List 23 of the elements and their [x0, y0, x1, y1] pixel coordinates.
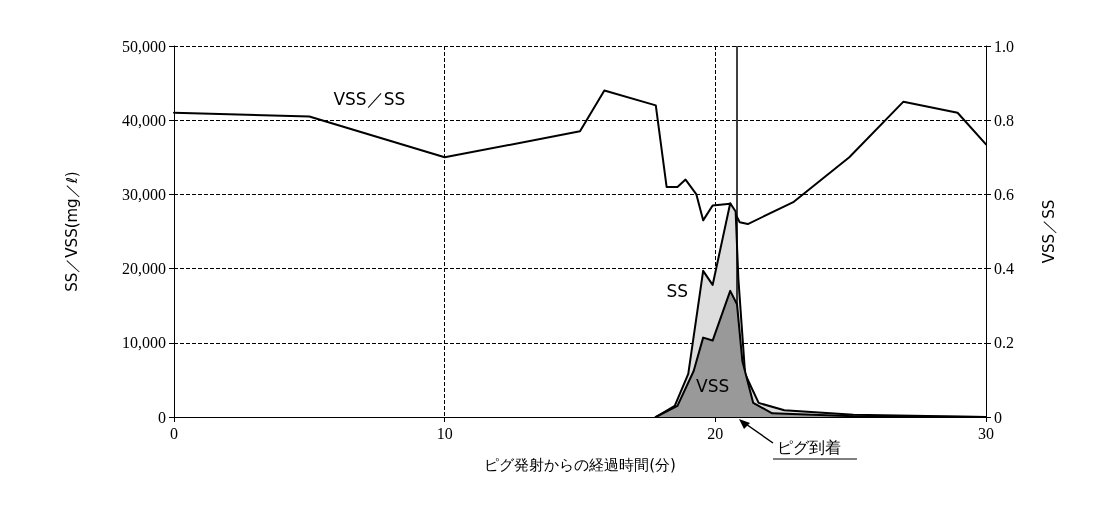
y-tick-label: 10,000	[122, 334, 166, 352]
y2-tick-label: 1.0	[994, 37, 1014, 55]
series-label: VSS／SS	[333, 88, 406, 109]
x-axis-title: ピグ発射からの経過時間(分)	[484, 455, 676, 474]
series-label: VSS	[696, 376, 730, 397]
x-tick-label: 20	[707, 424, 724, 442]
x-tick-label: 30	[978, 424, 994, 442]
y2-tick-label: 0.2	[994, 334, 1014, 352]
y2-tick-label: 0.4	[994, 260, 1014, 278]
y2-tick-label: 0	[994, 408, 1002, 426]
y-tick-label: 0	[158, 408, 166, 426]
y-tick-label: 30,000	[122, 185, 166, 203]
y-tick-label: 20,000	[122, 260, 166, 278]
y-axis-title: SS／VSS(mg／ℓ)	[62, 171, 81, 292]
y2-axis-title: VSS／SS	[1039, 199, 1058, 264]
x-tick-label: 10	[436, 424, 453, 442]
x-tick-label: 0	[170, 424, 178, 442]
y-tick-label: 50,000	[122, 37, 166, 55]
ref-line-label: ピグ到着	[776, 437, 841, 457]
y-tick-label: 40,000	[122, 111, 166, 129]
series-label: SS	[666, 280, 689, 301]
y2-tick-label: 0.6	[994, 185, 1014, 203]
y2-tick-label: 0.8	[994, 111, 1014, 129]
